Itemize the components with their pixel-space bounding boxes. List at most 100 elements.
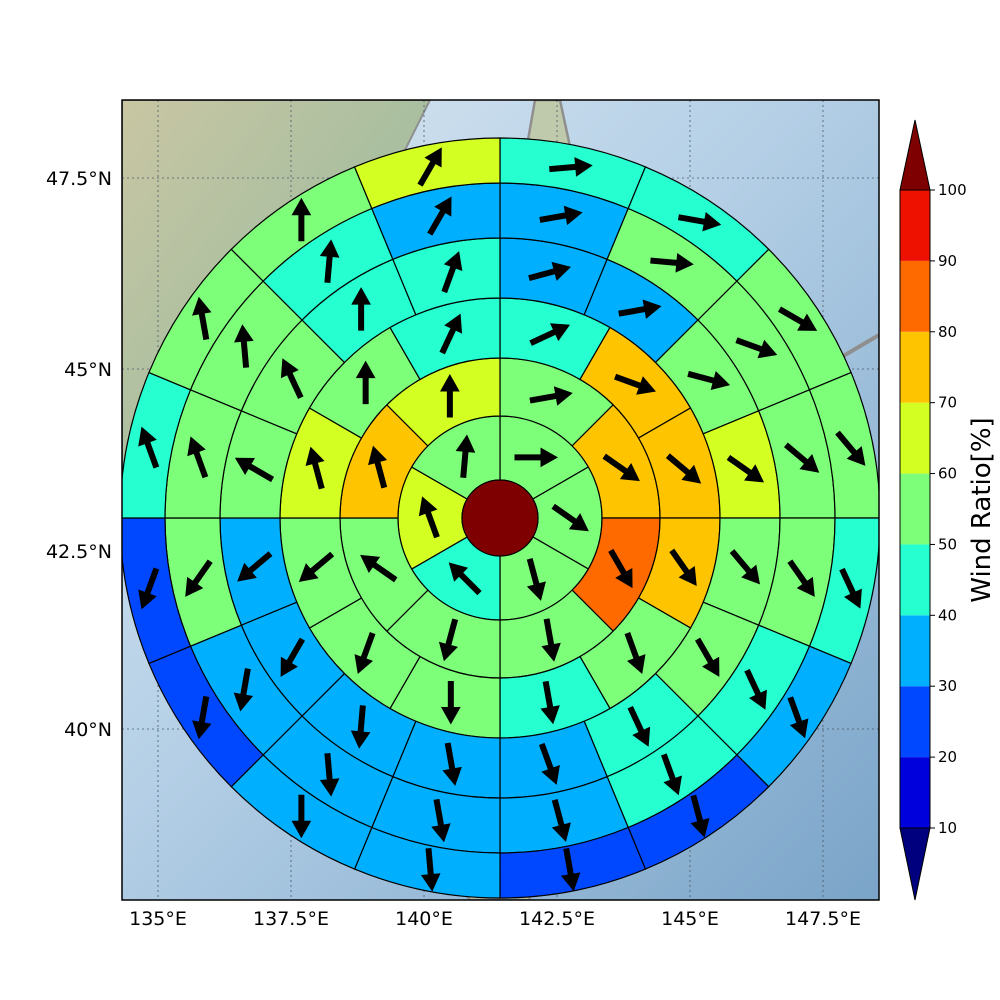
y-axis-ticks: 47.5°N 45°N 42.5°N 40°N [46,168,112,741]
wind-arrow-ring1-1 [514,447,559,468]
colorbar-tick-70: 70 [938,394,957,412]
wind-arrow-ring5-10 [319,752,340,797]
x-axis-ticks: 135°E 137.5°E 140°E 142.5°E 145°E 147.5°… [129,908,861,930]
wind-arrow-ring4-8 [538,742,560,785]
colorbar-tick-10: 10 [938,819,957,837]
colorbar-tick-20: 20 [938,748,957,766]
center-cell [461,479,539,557]
wind-arrow-ring4-6 [695,637,720,677]
wind-arrow-ring3-8 [354,632,376,674]
y-tick-47-5: 47.5°N [46,168,112,190]
wind-arrow-ring1-2 [551,503,589,532]
wind-arrow-ring3-7 [440,681,461,725]
wind-arrow-ring6-9 [420,847,441,892]
wind-arrow-ring2-5 [438,618,459,662]
wind-arrow-ring2-1 [529,386,573,406]
wind-arrow-ring2-2 [602,453,640,482]
y-tick-42-5: 42.5°N [46,541,112,563]
wind-arrow-ring6-11 [192,695,212,740]
wind-arrow-ring5-16 [427,196,452,236]
wind-arrow-ring1-5 [418,496,440,539]
wind-arrow-ring4-3 [687,370,731,391]
colorbar-tick-100: 100 [938,181,967,199]
wind-arrow-ring5-1 [539,205,583,226]
colorbar-band-90-100 [900,190,930,261]
x-tick-140: 140°E [395,908,453,930]
wind-arrow-ring5-8 [551,799,571,842]
wind-arrow-ring6-5 [839,567,862,609]
wind-arrow-ring6-14 [192,296,212,341]
x-tick-145: 145°E [661,908,719,930]
wind-arrow-ring5-2 [650,252,694,273]
map-frame [121,99,880,901]
wind-arrow-ring6-2 [677,211,722,232]
wind-arrow-ring4-13 [234,457,275,483]
wind-arrow-ring4-16 [441,251,463,294]
wind-arrow-ring5-15 [319,239,340,284]
wind-arrow-ring6-16 [417,147,442,187]
wind-arrow-ring3-11 [355,360,376,405]
wind-arrow-ring4-2 [618,299,662,319]
x-tick-147-5: 147.5°E [785,908,861,930]
wind-sectors [122,137,879,899]
wind-arrow-ring5-12 [185,559,213,597]
wind-arrow-ring5-9 [431,798,451,843]
wind-arrow-ring6-1 [549,157,593,177]
y-tick-40: 40°N [64,719,112,741]
map-area [122,100,879,900]
colorbar-tick-30: 30 [938,677,957,695]
colorbar-band-10-20 [900,757,930,828]
wind-arrow-ring4-11 [280,637,305,677]
wind-arrow-ring4-5 [729,549,760,585]
wind-arrow-ring5-14 [234,324,254,368]
colorbar-tick-50: 50 [938,535,957,553]
x-tick-142-5: 142.5°E [519,908,595,930]
wind-arrow-ring5-11 [233,668,254,712]
wind-arrow-ring3-9 [298,551,335,582]
wind-arrow-ring6-4 [835,430,866,466]
wind-arrow-ring4-1 [528,261,572,282]
colorbar: 10 20 30 40 50 60 70 80 90 100 [899,119,967,901]
wind-arrow-ring3-12 [439,313,463,355]
x-tick-137-5: 137.5°E [253,908,329,930]
wind-arrow-ring4-7 [627,706,651,747]
wind-arrow-ring3-3 [665,453,702,484]
wind-arrow-ring5-7 [661,753,682,796]
colorbar-band-40-50 [900,544,930,616]
wind-arrow-ring5-3 [735,337,778,359]
colorbar-tick-60: 60 [938,465,957,483]
colorbar-band-60-70 [900,402,930,474]
colorbar-tick-80: 80 [938,323,957,341]
wind-arrow-ring6-12 [138,567,160,610]
wind-arrow-ring1-6 [455,434,476,479]
wind-arrow-ring5-13 [187,436,209,479]
wind-arrows [138,147,866,892]
wind-arrow-ring6-10 [291,794,312,839]
y-tick-45: 45°N [64,359,112,381]
colorbar-band-30-40 [900,615,930,687]
wind-arrow-ring6-13 [138,426,160,469]
wind-arrow-ring4-14 [280,358,304,399]
wind-arrow-ring4-9 [442,742,462,786]
wind-arrow-ring3-6 [540,680,560,725]
wind-arrow-ring1-3 [526,558,546,601]
wind-arrow-ring6-8 [560,847,581,892]
wind-arrow-ring3-1 [529,323,571,346]
colorbar-title: Wind Ratio[%] [967,417,997,602]
wind-arrow-ring4-15 [351,287,371,331]
colorbar-band-70-80 [900,331,930,403]
wind-arrow-ring5-4 [783,442,820,473]
colorbar-over-extension [899,119,931,191]
colorbar-band-20-30 [900,686,930,758]
wind-arrow-ring5-5 [787,559,815,597]
colorbar-under-extension [899,827,931,901]
wind-arrow-ring4-4 [726,455,765,483]
wind-arrow-ring2-4 [541,618,561,662]
wind-arrow-ring2-7 [368,445,388,489]
wind-arrow-ring3-4 [669,548,697,587]
wind-arrow-ring2-6 [360,554,398,583]
wind-arrow-ring3-5 [624,632,646,674]
x-tick-135: 135°E [129,908,187,930]
colorbar-tick-90: 90 [938,252,957,270]
